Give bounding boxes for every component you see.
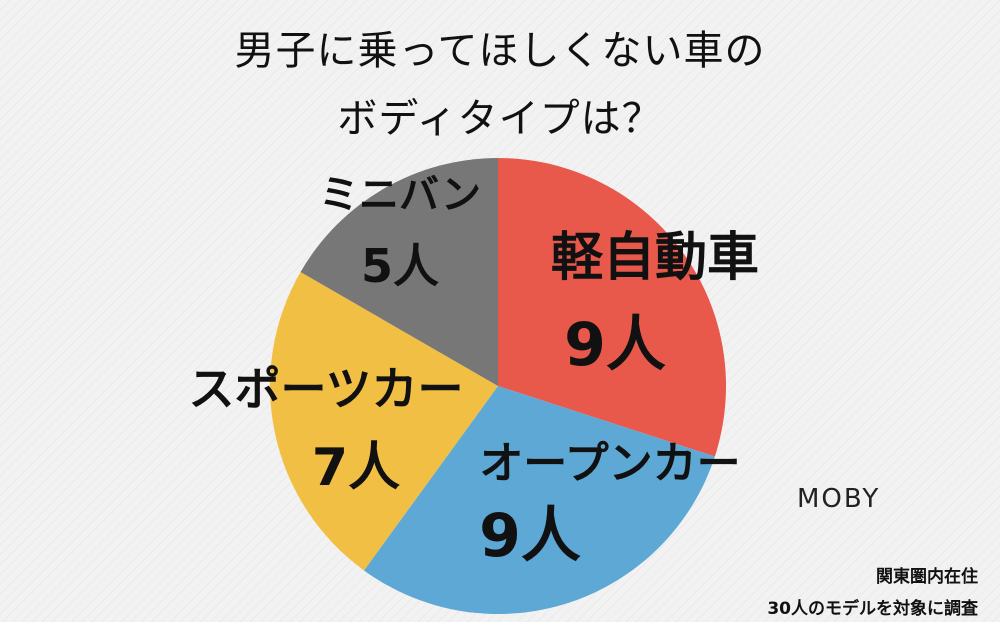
slice-label-3: ミニバン [319,172,481,218]
survey-note-region: 関東圏内在住 [876,567,978,587]
chart-title-line-1: 男子に乗ってほしくない車の [234,28,766,74]
slice-label-0: 軽自動車 [551,228,759,288]
slice-value-label-2: 7人 [312,438,400,498]
slice-label-1: オープンカー [479,438,740,489]
slice-value-label-3: 5人 [361,239,439,293]
brand-logo-text: MOBY [797,484,881,514]
survey-note-sample: 30人のモデルを対象に調査 [767,599,978,619]
slice-value-label-0: 9人 [564,310,666,380]
slice-label-2: スポーツカー [188,362,463,416]
pie-slice-1 [363,386,715,615]
chart-title-line-2: ボディタイプは？ [337,96,663,142]
pie-slice-3 [300,158,498,386]
pie-slice-2 [269,272,498,571]
pie-slice-0 [498,158,727,457]
slice-value-label-1: 9人 [479,501,581,571]
